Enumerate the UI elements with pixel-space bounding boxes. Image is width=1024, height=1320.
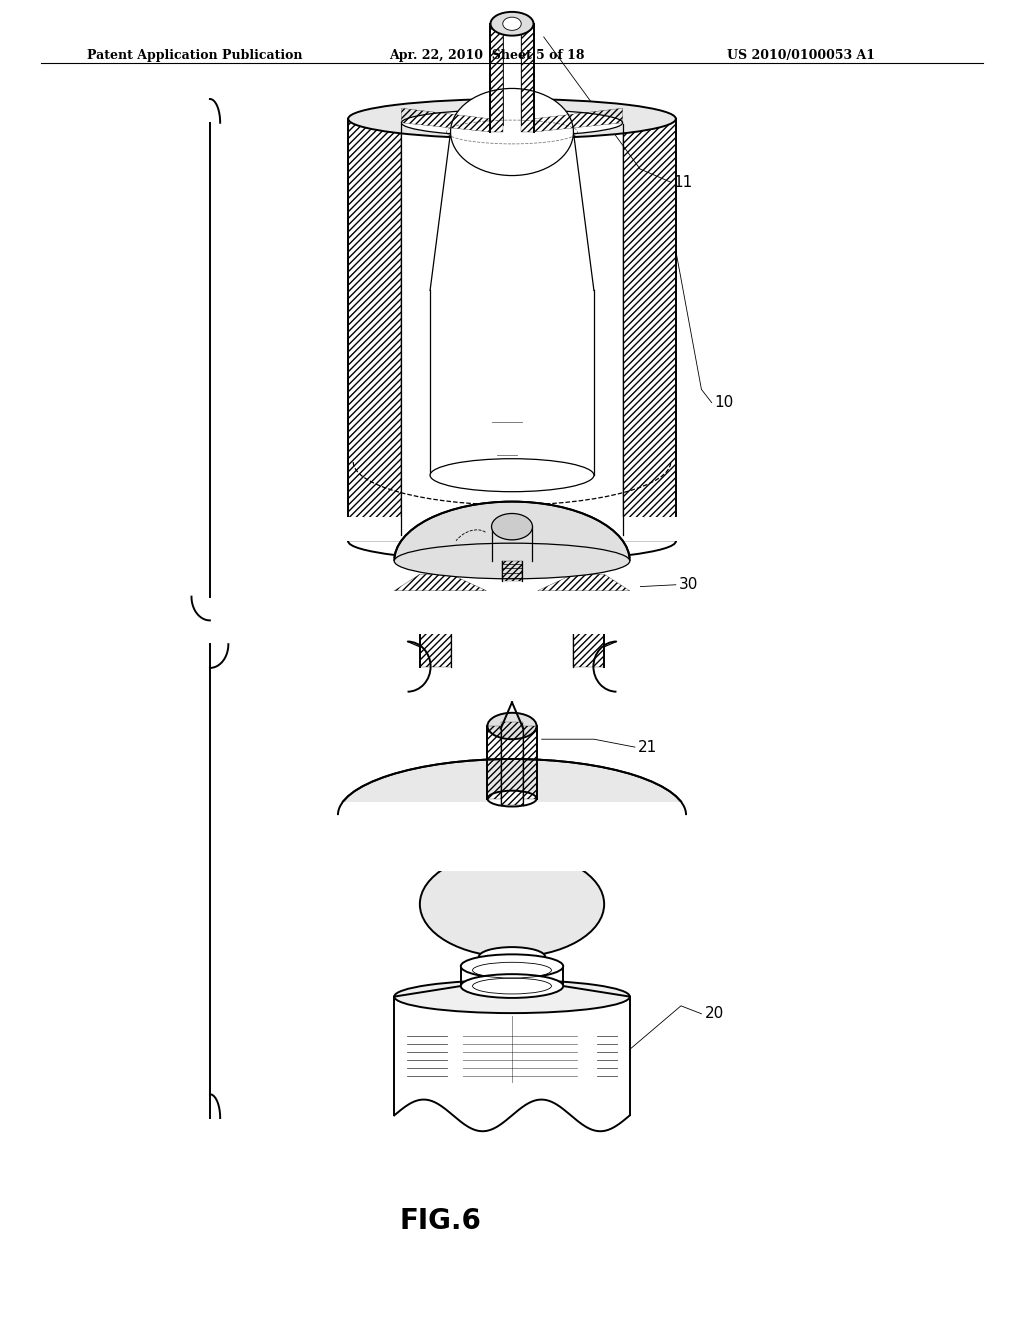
Text: 10: 10	[715, 395, 734, 411]
Ellipse shape	[492, 513, 532, 540]
Ellipse shape	[479, 948, 545, 966]
Bar	[338, 517, 686, 541]
Ellipse shape	[401, 110, 623, 136]
Ellipse shape	[338, 759, 686, 871]
Bar	[348, 119, 401, 541]
Ellipse shape	[461, 974, 563, 998]
Text: 21: 21	[638, 739, 657, 755]
Text: Apr. 22, 2010  Sheet 5 of 18: Apr. 22, 2010 Sheet 5 of 18	[389, 49, 585, 62]
Ellipse shape	[461, 954, 563, 978]
Ellipse shape	[451, 88, 573, 176]
Bar	[523, 726, 537, 799]
Bar	[420, 574, 451, 667]
Bar	[328, 801, 696, 871]
Bar	[502, 561, 522, 581]
Bar	[487, 726, 501, 799]
Text: 20: 20	[705, 1006, 724, 1022]
Bar	[623, 119, 676, 541]
Bar	[490, 24, 503, 132]
Bar	[501, 722, 523, 805]
Text: 11: 11	[674, 174, 693, 190]
Text: Patent Application Publication: Patent Application Publication	[87, 49, 302, 62]
Ellipse shape	[487, 713, 537, 739]
Text: 30: 30	[679, 577, 698, 593]
Ellipse shape	[487, 791, 537, 807]
Bar	[573, 574, 604, 667]
Bar	[384, 558, 640, 634]
Text: US 2010/0100053 A1: US 2010/0100053 A1	[727, 49, 876, 62]
Ellipse shape	[394, 502, 630, 620]
Ellipse shape	[420, 851, 604, 957]
Ellipse shape	[394, 544, 630, 579]
Ellipse shape	[430, 458, 594, 491]
Ellipse shape	[394, 979, 630, 1014]
Text: 31: 31	[636, 528, 655, 544]
Ellipse shape	[348, 99, 676, 139]
Bar	[521, 24, 534, 132]
Ellipse shape	[490, 12, 534, 36]
Ellipse shape	[503, 17, 521, 30]
Text: FIG.6: FIG.6	[399, 1206, 481, 1236]
